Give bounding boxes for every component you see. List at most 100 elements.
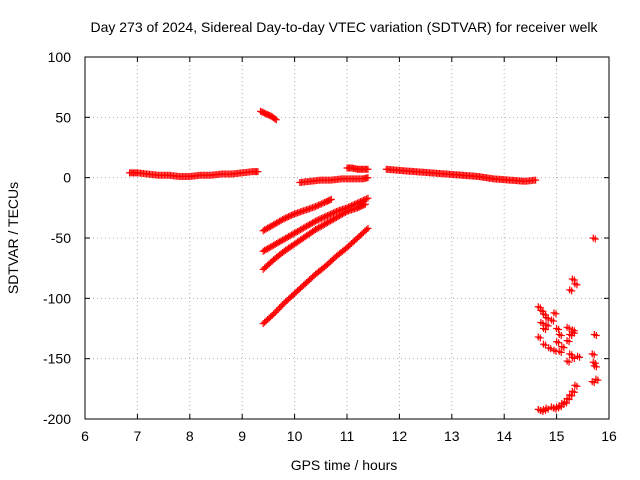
x-tick-label: 7 (134, 428, 142, 444)
data-point (315, 216, 323, 224)
y-tick-label: -50 (51, 230, 71, 246)
plot-frame (84, 56, 610, 420)
data-point (532, 176, 540, 184)
data-point (298, 225, 306, 233)
data-point (286, 232, 294, 240)
data-point (271, 308, 279, 316)
data-point (267, 243, 275, 251)
data-point (549, 317, 557, 325)
data-point (318, 214, 326, 222)
data-point (268, 222, 276, 230)
data-point (272, 116, 280, 124)
data-point (542, 326, 549, 333)
data-point (361, 200, 369, 208)
data-point (331, 208, 339, 216)
data-point (306, 221, 314, 229)
data-point (274, 218, 282, 226)
data-point (362, 226, 370, 234)
data-point (364, 174, 372, 182)
data-point (289, 211, 297, 219)
series-arc-8 (259, 200, 369, 273)
data-point (594, 376, 602, 384)
data-point (276, 217, 284, 225)
data-point (279, 216, 287, 224)
x-tick-label: 14 (496, 428, 512, 444)
data-point (297, 226, 305, 234)
chart-title: Day 273 of 2024, Sidereal Day-to-day VTE… (90, 19, 598, 35)
data-point (557, 348, 565, 356)
data-point (319, 214, 327, 222)
data-point (276, 238, 284, 246)
data-point (259, 227, 267, 235)
x-axis-label: GPS time / hours (291, 457, 398, 473)
data-point (316, 223, 324, 231)
data-point (327, 210, 335, 218)
x-tick-label: 8 (186, 428, 194, 444)
data-point (304, 221, 312, 229)
data-point (334, 213, 342, 221)
data-point (313, 202, 321, 210)
data-point (590, 351, 598, 359)
data-point (264, 224, 272, 232)
x-tick-label: 13 (444, 428, 460, 444)
data-point (364, 224, 372, 232)
data-point (286, 212, 294, 220)
data-point (274, 239, 282, 247)
series-arc-4 (343, 164, 372, 173)
data-point (307, 220, 315, 228)
data-point (570, 388, 578, 396)
data-point (324, 219, 332, 227)
series-cluster (534, 234, 602, 416)
data-point (282, 234, 290, 242)
data-point (327, 217, 335, 225)
data-point (573, 382, 581, 390)
data-point (289, 230, 297, 238)
data-point (300, 224, 308, 232)
data-point (328, 216, 336, 224)
data-point (547, 345, 555, 353)
data-point (265, 244, 273, 252)
data-points (126, 107, 602, 416)
data-point (555, 339, 563, 347)
data-point (280, 215, 288, 223)
data-point (560, 344, 568, 352)
data-point (283, 233, 291, 241)
data-point (333, 213, 341, 221)
data-point (282, 214, 290, 222)
data-point (592, 363, 600, 371)
x-tick-label: 12 (392, 428, 408, 444)
data-point (592, 332, 600, 340)
x-tick-label: 10 (287, 428, 303, 444)
data-point (339, 210, 347, 218)
data-point (322, 220, 330, 228)
data-point (565, 395, 573, 403)
data-point (303, 222, 311, 230)
series-arc-9 (259, 224, 372, 328)
y-tick-label: -200 (43, 411, 71, 427)
y-axis-label: SDTVAR / TECUs (5, 182, 21, 294)
data-point (264, 245, 272, 253)
data-point (319, 221, 327, 229)
data-point (288, 211, 296, 219)
y-tick-label: 0 (63, 170, 71, 186)
data-point (324, 212, 332, 220)
y-tick-label: 100 (48, 49, 72, 65)
data-point (590, 379, 598, 387)
x-tick-label: 6 (81, 428, 89, 444)
data-point (268, 242, 276, 250)
data-point (536, 406, 544, 414)
data-point (568, 287, 576, 295)
data-point (273, 240, 281, 248)
data-point (274, 305, 282, 313)
data-point (261, 226, 269, 234)
data-point (273, 307, 281, 315)
data-point (321, 213, 329, 221)
series-arc-7 (259, 194, 372, 255)
data-point (576, 353, 584, 361)
data-point (259, 247, 267, 255)
grid-lines (85, 57, 609, 419)
data-point (539, 319, 547, 327)
data-point (254, 168, 262, 176)
data-point (330, 215, 338, 223)
data-point (285, 213, 293, 221)
